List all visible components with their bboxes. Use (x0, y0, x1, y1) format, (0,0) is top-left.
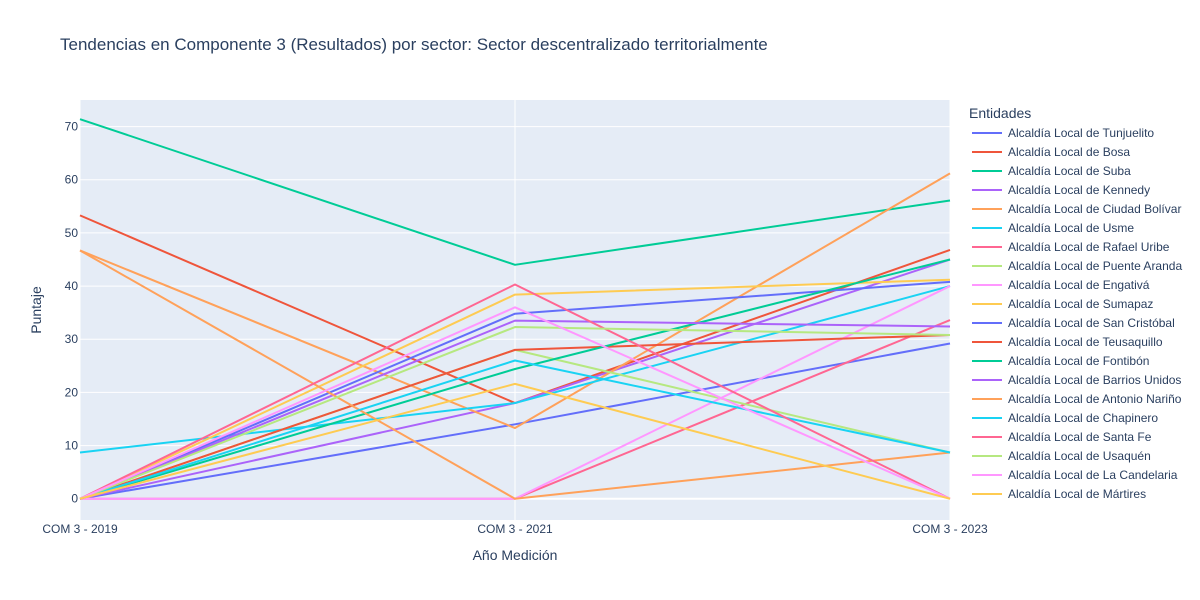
x-tick-label: COM 3 - 2019 (42, 522, 118, 536)
legend-item[interactable]: Alcaldía Local de Sumapaz (972, 297, 1153, 311)
chart-title: Tendencias en Componente 3 (Resultados) … (60, 35, 768, 54)
series-line (79, 278, 951, 500)
legend-label: Alcaldía Local de Teusaquillo (1008, 335, 1163, 349)
legend-item[interactable]: Alcaldía Local de Puente Aranda (972, 259, 1182, 273)
series-line (79, 306, 951, 500)
series-lines (79, 118, 951, 500)
series-line (79, 249, 951, 500)
series-line (79, 342, 951, 500)
legend-label: Alcaldía Local de Kennedy (1008, 183, 1150, 197)
y-tick-labels: 0 10 20 30 40 50 60 70 (65, 120, 79, 506)
legend-item[interactable]: Alcaldía Local de Santa Fe (972, 430, 1152, 444)
legend-label: Alcaldía Local de Suba (1008, 164, 1131, 178)
legend-label: Alcaldía Local de Antonio Nariño (1008, 392, 1182, 406)
legend-item[interactable]: Alcaldía Local de Usme (972, 221, 1134, 235)
legend-items: Alcaldía Local de Tunjuelito Alcaldía Loc… (972, 126, 1182, 501)
legend-label: Alcaldía Local de Bosa (1008, 145, 1130, 159)
legend-item[interactable]: Alcaldía Local de San Cristóbal (972, 316, 1175, 330)
legend-item[interactable]: Alcaldía Local de Kennedy (972, 183, 1150, 197)
legend[interactable]: Entidades Alcaldía Local de TunjuelitoAl… (969, 105, 1182, 501)
legend-item[interactable]: Alcaldía Local de Engativá (972, 278, 1150, 292)
legend-label: Alcaldía Local de Ciudad Bolívar (1008, 202, 1181, 216)
legend-label: Alcaldía Local de Puente Aranda (1008, 259, 1182, 273)
y-tick-label: 0 (71, 492, 78, 506)
legend-label: Alcaldía Local de Rafael Uribe (1008, 240, 1170, 254)
y-tick-label: 50 (65, 226, 79, 240)
legend-item[interactable]: Alcaldía Local de Tunjuelito (972, 126, 1154, 140)
legend-item[interactable]: Alcaldía Local de Teusaquillo (972, 335, 1163, 349)
series-line (79, 280, 951, 500)
legend-label: Alcaldía Local de San Cristóbal (1008, 316, 1175, 330)
legend-label: Alcaldía Local de Fontibón (1008, 354, 1149, 368)
series-line (79, 359, 951, 500)
legend-label: Alcaldía Local de Sumapaz (1008, 297, 1153, 311)
legend-item[interactable]: Alcaldía Local de Antonio Nariño (972, 392, 1182, 406)
series-line (79, 283, 951, 500)
legend-item[interactable]: Alcaldía Local de Mártires (972, 487, 1146, 501)
x-tick-labels: COM 3 - 2019 COM 3 - 2021 COM 3 - 2023 (42, 522, 988, 536)
legend-label: Alcaldía Local de Usaquén (1008, 449, 1151, 463)
legend-item[interactable]: Alcaldía Local de Rafael Uribe (972, 240, 1170, 254)
x-axis-title: Año Medición (473, 547, 558, 563)
legend-item[interactable]: Alcaldía Local de Ciudad Bolívar (972, 202, 1181, 216)
x-tick-label: COM 3 - 2023 (912, 522, 988, 536)
series-line (79, 382, 951, 500)
legend-item[interactable]: Alcaldía Local de Suba (972, 164, 1131, 178)
legend-label: Alcaldía Local de Mártires (1008, 487, 1146, 501)
series-line (79, 118, 951, 266)
y-axis-title: Puntaje (28, 286, 44, 334)
legend-item[interactable]: Alcaldía Local de Chapinero (972, 411, 1158, 425)
y-tick-label: 10 (65, 439, 79, 453)
series-line (79, 326, 951, 500)
y-tick-label: 30 (65, 332, 79, 346)
legend-label: Alcaldía Local de Santa Fe (1008, 430, 1152, 444)
legend-label: Alcaldía Local de Chapinero (1008, 411, 1158, 425)
legend-title: Entidades (969, 105, 1031, 121)
legend-label: Alcaldía Local de Barrios Unidos (1008, 373, 1181, 387)
legend-item[interactable]: Alcaldía Local de Usaquén (972, 449, 1151, 463)
x-tick-label: COM 3 - 2021 (477, 522, 553, 536)
legend-item[interactable]: Alcaldía Local de Barrios Unidos (972, 373, 1181, 387)
legend-label: Alcaldía Local de Usme (1008, 221, 1134, 235)
legend-item[interactable]: Alcaldía Local de Fontibón (972, 354, 1149, 368)
legend-item[interactable]: Alcaldía Local de La Candelaria (972, 468, 1178, 482)
legend-label: Alcaldía Local de Tunjuelito (1008, 126, 1154, 140)
series-line (79, 319, 951, 500)
series-line (79, 172, 951, 430)
legend-label: Alcaldía Local de La Candelaria (1008, 468, 1178, 482)
series-line (79, 258, 951, 500)
y-tick-label: 40 (65, 279, 79, 293)
y-tick-label: 70 (65, 120, 79, 134)
legend-item[interactable]: Alcaldía Local de Bosa (972, 145, 1130, 159)
y-tick-label: 60 (65, 173, 79, 187)
y-tick-label: 20 (65, 385, 79, 399)
series-line (79, 333, 951, 500)
legend-label: Alcaldía Local de Engativá (1008, 278, 1150, 292)
